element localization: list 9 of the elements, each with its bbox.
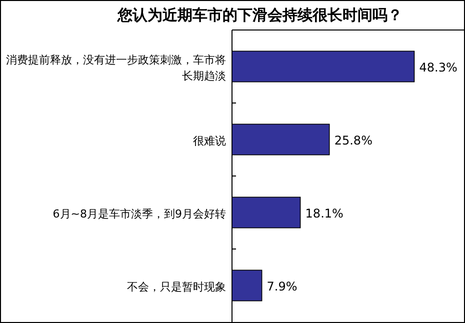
data-label: 7.9% — [266, 280, 298, 294]
y-tick-label: 不会，只是暂时现象 — [127, 280, 226, 294]
data-label: 25.8% — [334, 134, 372, 148]
y-tick-label: 很难说 — [193, 134, 226, 148]
chart-title: 您认为近期车市的下滑会持续很长时间吗？ — [116, 6, 402, 24]
y-tick-label: 6月~8月是车市淡季，到9月会好转 — [52, 208, 226, 220]
data-label: 48.3% — [419, 60, 458, 74]
data-label: 18.1% — [305, 206, 344, 220]
y-tick-label: 消费提前释放，没有进一步政策刺激，车市将长期趋淡 — [6, 54, 226, 82]
